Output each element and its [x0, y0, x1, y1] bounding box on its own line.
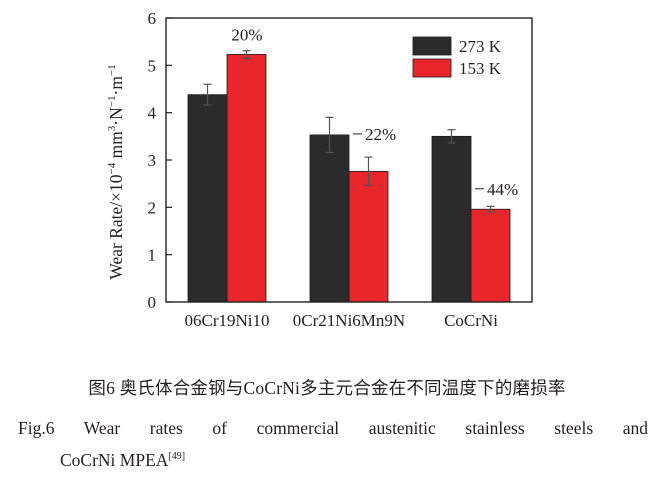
figure-caption-english-line1: Fig.6 Wear rates of commercial austeniti…: [18, 418, 648, 438]
figure-caption-chinese: 图6 奥氏体合金钢与CoCrNi多主元合金在不同温度下的磨损率: [88, 378, 566, 398]
caption-mpea-text: CoCrNi MPEA: [60, 450, 169, 470]
y-tick-label: 4: [148, 104, 157, 123]
bar-273K-CoCrNi: [431, 135, 472, 303]
bar-153K-06Cr19Ni10: [226, 54, 267, 303]
x-tick-label: CoCrNi: [444, 311, 498, 330]
figure-caption-english-line2: CoCrNi MPEA[49]: [60, 448, 620, 472]
y-axis-label: Wear Rate/×10−4 mm3·N−1·m−1: [106, 64, 126, 279]
y-tick-label: 2: [148, 198, 157, 217]
x-tick-label: 0Cr21Ni6Mn9N: [293, 311, 405, 330]
y-tick-label: 5: [148, 56, 157, 75]
y-tick-label: 1: [148, 246, 157, 265]
annotation-reduction: 44%: [487, 180, 518, 199]
y-tick-label: 6: [148, 9, 157, 28]
legend-swatch-153K: [412, 58, 452, 78]
legend-label-153K: 153 K: [459, 59, 502, 78]
annotation-reduction: 22%: [365, 125, 396, 144]
bar-153K-0Cr21Ni6Mn9N: [348, 170, 389, 303]
y-tick-label: 3: [148, 151, 157, 170]
bar-273K-0Cr21Ni6Mn9N: [309, 134, 350, 303]
caption-reference: [49]: [168, 451, 186, 463]
annotation-reduction: 20%: [231, 26, 262, 45]
y-tick-label: 0: [148, 293, 157, 312]
x-tick-label: 06Cr19Ni10: [185, 311, 270, 330]
bar-273K-06Cr19Ni10: [187, 94, 228, 303]
bar-153K-CoCrNi: [470, 208, 511, 303]
legend-label-273K: 273 K: [459, 37, 502, 56]
legend-swatch-273K: [412, 36, 452, 56]
